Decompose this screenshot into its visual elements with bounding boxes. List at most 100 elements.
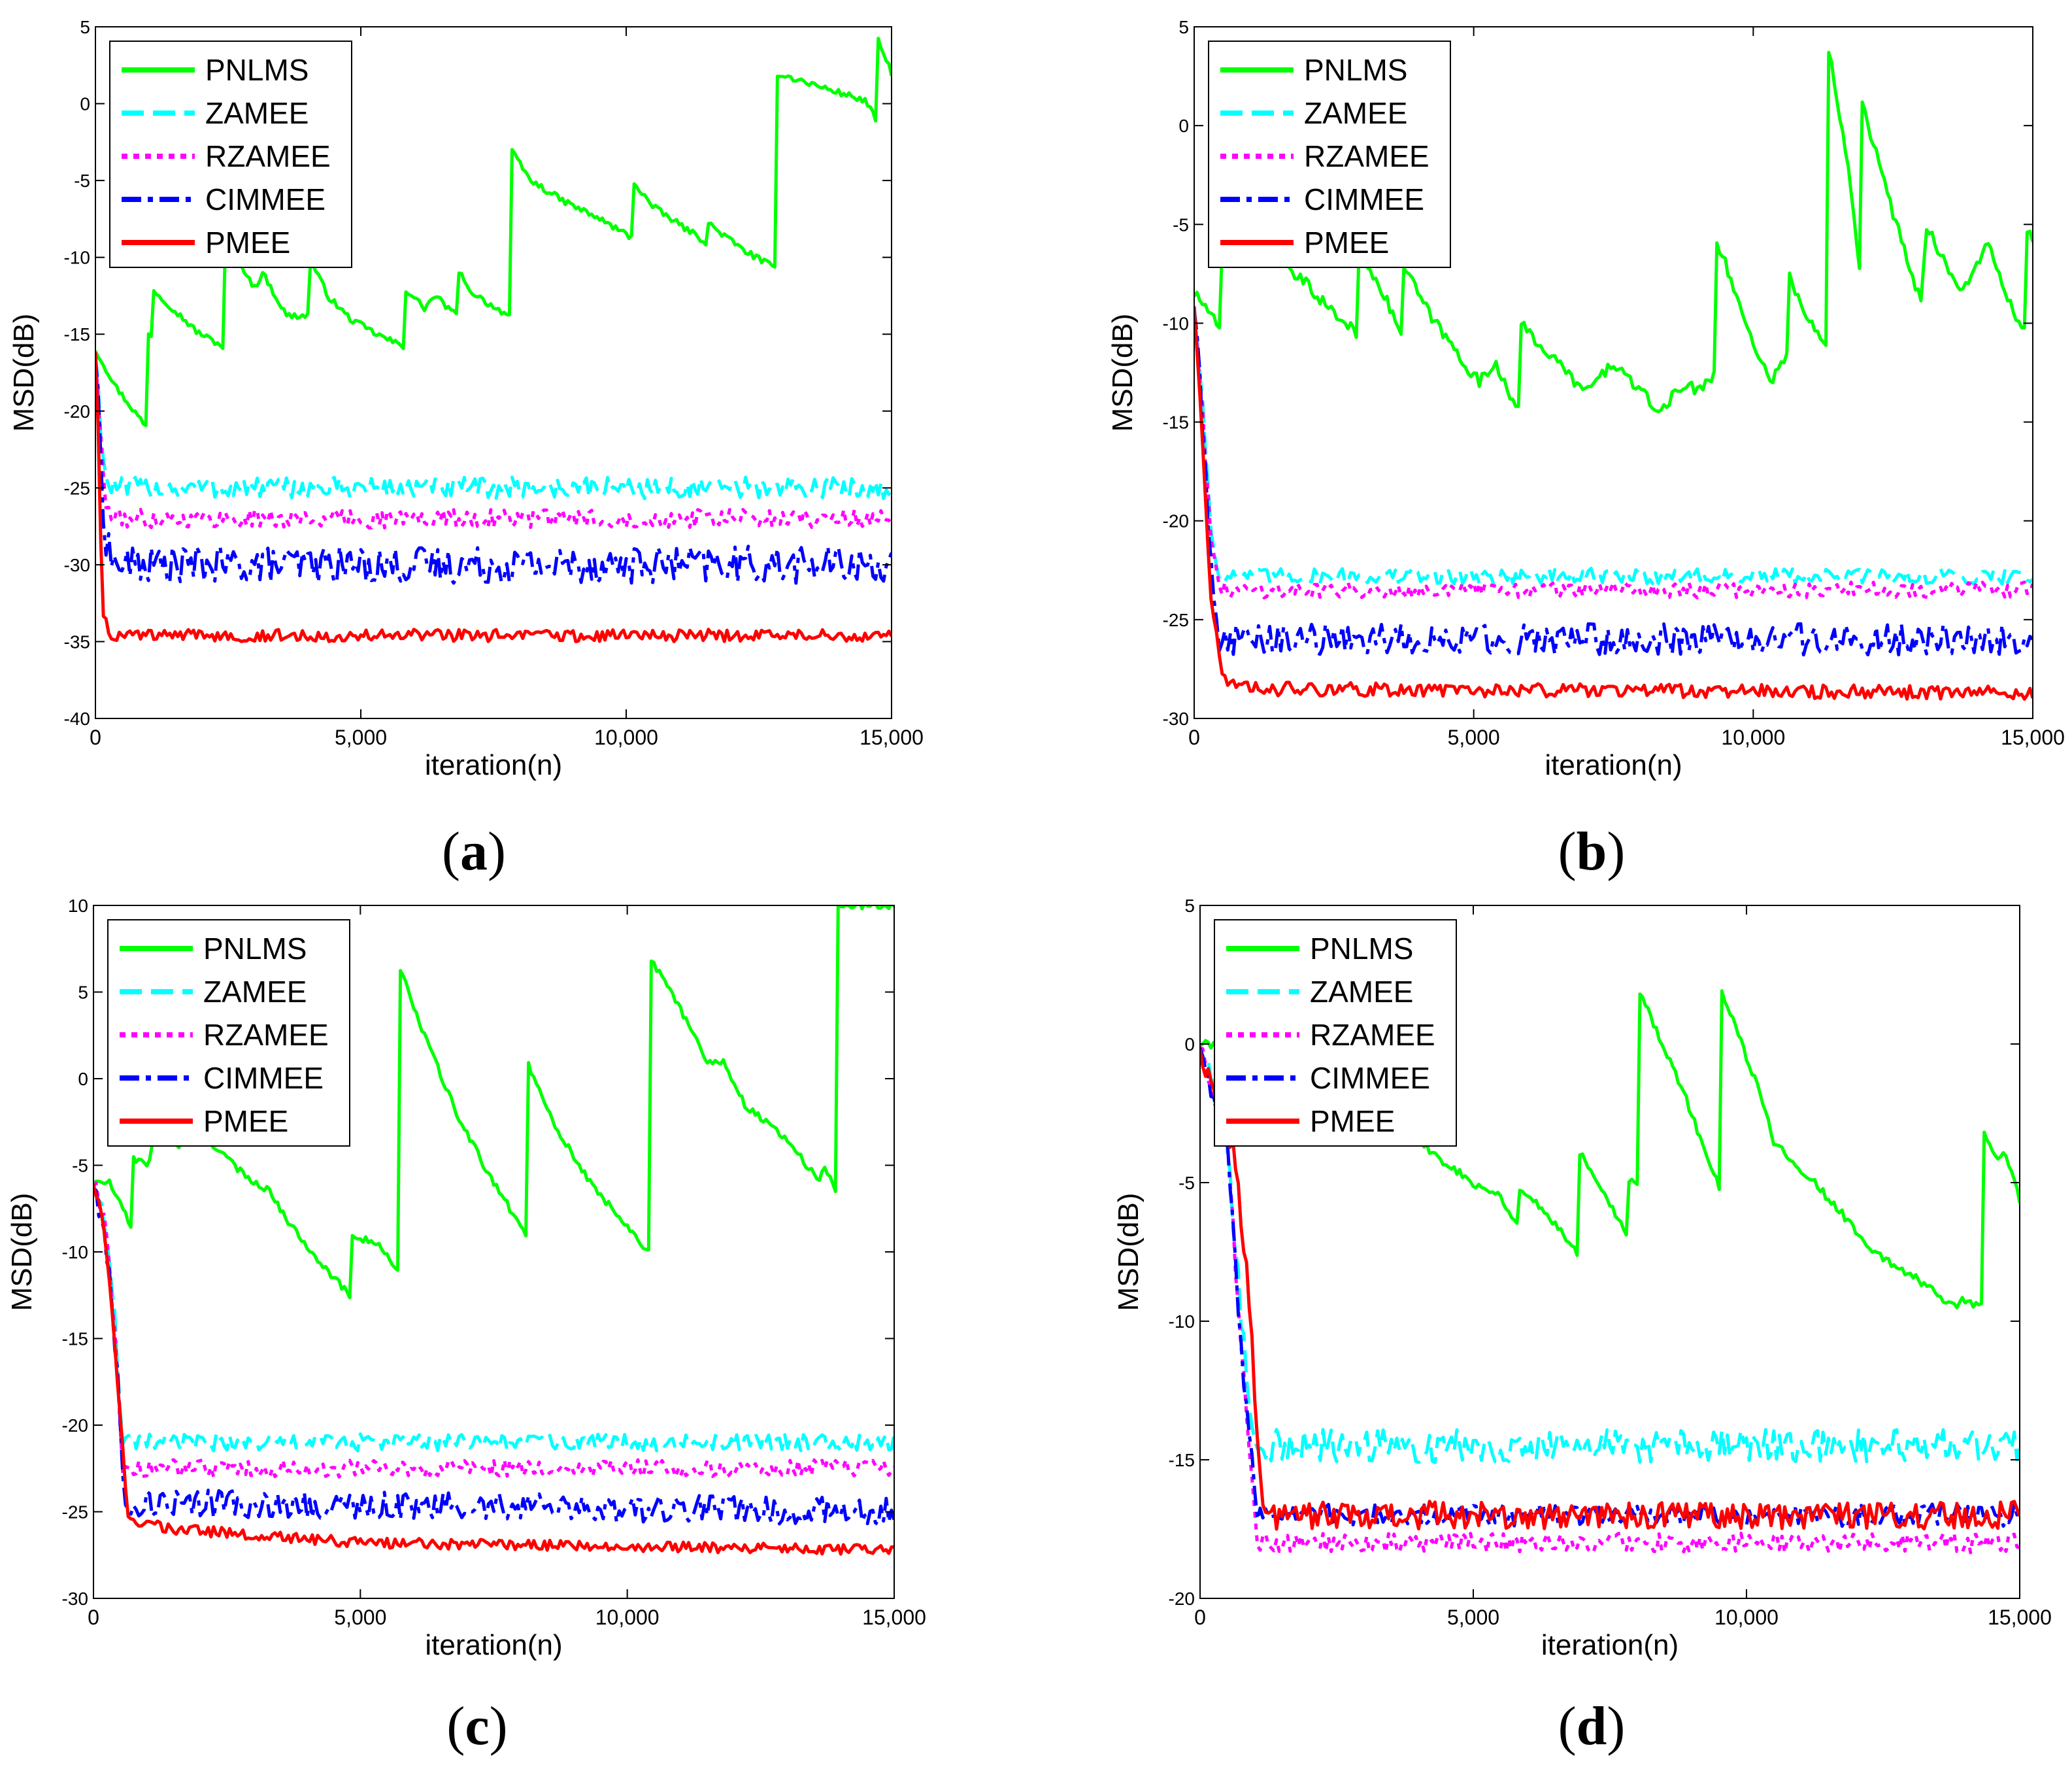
x-tick-label: 0 bbox=[1188, 726, 1200, 749]
legend-label-pnlms: PNLMS bbox=[205, 53, 309, 87]
y-tick-label: -20 bbox=[1169, 1589, 1195, 1609]
panel-caption-d: (d) bbox=[1558, 1696, 1626, 1757]
y-tick-label: -30 bbox=[1163, 709, 1189, 729]
y-tick-label: -15 bbox=[1169, 1450, 1195, 1470]
legend-label-pmee: PMEE bbox=[1310, 1104, 1395, 1138]
x-axis-label: iteration(n) bbox=[1541, 1629, 1679, 1661]
y-tick-label: -30 bbox=[64, 555, 90, 575]
y-axis-label: MSD(dB) bbox=[1107, 314, 1139, 432]
legend: PNLMS ZAMEE RZAMEE CIMMEE PMEE bbox=[107, 919, 350, 1147]
y-tick-label: 0 bbox=[1178, 116, 1189, 136]
chart-panel-b: -30 -25 -20 -15 -10 -5 0 5 0 5,000 10,000 15,000 ite… bbox=[1107, 17, 2065, 882]
x-tick-label: 0 bbox=[1194, 1606, 1206, 1629]
x-tick-label: 5,000 bbox=[1448, 726, 1500, 749]
chart-panel-d: -20 -15 -10 -5 0 5 0 5,000 10,000 15,000 iteration… bbox=[1112, 896, 2052, 1757]
series-line-rzamee bbox=[1200, 1046, 2020, 1555]
series-line-zamee bbox=[93, 1185, 894, 1453]
panel-caption-b: (b) bbox=[1558, 821, 1626, 882]
legend-label-zamee: ZAMEE bbox=[205, 96, 309, 130]
series-line-pmee bbox=[93, 1184, 894, 1556]
x-tick-label: 0 bbox=[90, 726, 101, 749]
legend-label-pmee: PMEE bbox=[1304, 226, 1389, 260]
y-tick-label: -40 bbox=[64, 709, 90, 729]
axes-frame bbox=[1199, 905, 2020, 1599]
series-line-cimmee bbox=[1200, 1047, 2020, 1528]
series-line-rzamee bbox=[95, 353, 892, 530]
legend-label-rzamee: RZAMEE bbox=[1304, 139, 1429, 173]
x-axis-label: iteration(n) bbox=[425, 1629, 562, 1661]
legend-label-rzamee: RZAMEE bbox=[203, 1018, 329, 1052]
y-tick-label: 5 bbox=[1178, 17, 1189, 37]
x-tick-label: 5,000 bbox=[334, 1606, 386, 1629]
legend-label-pnlms: PNLMS bbox=[1310, 932, 1413, 966]
series-group bbox=[1200, 989, 2020, 1555]
series-line-pmee bbox=[1200, 1049, 2020, 1531]
y-tick-label: -35 bbox=[64, 632, 90, 652]
y-tick-label: -15 bbox=[1163, 413, 1189, 433]
panels-layer: -40 -35 -30 -25 -20 -15 -10 -5 0 5 0 5,000 10,000 15,… bbox=[6, 17, 2065, 1757]
series-line-zamee bbox=[95, 354, 892, 501]
x-axis-label: iteration(n) bbox=[1545, 749, 1682, 781]
legend-label-cimmee: CIMMEE bbox=[203, 1061, 324, 1095]
y-tick-label: -15 bbox=[62, 1329, 88, 1349]
panel-caption-a: (a) bbox=[442, 821, 506, 882]
y-tick-label: -20 bbox=[62, 1415, 88, 1436]
legend-label-pnlms: PNLMS bbox=[1304, 53, 1407, 87]
series-line-cimmee bbox=[1194, 309, 2033, 657]
legend-label-zamee: ZAMEE bbox=[203, 975, 307, 1009]
series-line-pmee bbox=[95, 352, 892, 643]
x-tick-label: 10,000 bbox=[1721, 726, 1785, 749]
x-tick-label: 5,000 bbox=[335, 726, 387, 749]
legend-label-zamee: ZAMEE bbox=[1304, 96, 1407, 130]
legend-label-pmee: PMEE bbox=[203, 1104, 288, 1138]
legend: PNLMS ZAMEE RZAMEE CIMMEE PMEE bbox=[1214, 919, 1457, 1147]
chart-panel-a: -40 -35 -30 -25 -20 -15 -10 -5 0 5 0 5,000 10,000 15,… bbox=[8, 17, 924, 882]
y-tick-label: -30 bbox=[62, 1589, 88, 1609]
series-group bbox=[1194, 50, 2033, 701]
legend-label-rzamee: RZAMEE bbox=[1310, 1018, 1435, 1052]
series-line-pmee bbox=[1194, 306, 2033, 701]
y-tick-label: 5 bbox=[78, 983, 88, 1003]
y-axis-label: MSD(dB) bbox=[6, 1193, 38, 1311]
y-axis-label: MSD(dB) bbox=[1112, 1193, 1145, 1311]
series-line-zamee bbox=[1200, 1050, 2020, 1464]
chart-panel-c: -30 -25 -20 -15 -10 -5 0 5 10 0 5,000 10,000 15,000 i… bbox=[6, 896, 926, 1757]
y-tick-label: -10 bbox=[64, 248, 90, 268]
y-tick-label: -10 bbox=[1163, 313, 1189, 333]
legend: PNLMS ZAMEE RZAMEE CIMMEE PMEE bbox=[109, 41, 352, 268]
x-tick-label: 10,000 bbox=[595, 1606, 660, 1629]
panel-caption-c: (c) bbox=[446, 1696, 507, 1757]
y-tick-label: -5 bbox=[72, 1156, 88, 1176]
y-tick-label: 0 bbox=[78, 1069, 88, 1089]
y-tick-label: -15 bbox=[64, 324, 90, 345]
series-line-pnlms bbox=[1194, 50, 2033, 413]
y-tick-label: -5 bbox=[1173, 214, 1189, 235]
y-axis-label: MSD(dB) bbox=[8, 314, 40, 432]
legend-label-cimmee: CIMMEE bbox=[1304, 182, 1424, 216]
x-tick-label: 10,000 bbox=[594, 726, 658, 749]
x-tick-label: 15,000 bbox=[2001, 726, 2065, 749]
x-axis-label: iteration(n) bbox=[425, 749, 562, 781]
legend-label-cimmee: CIMMEE bbox=[1310, 1061, 1430, 1095]
x-tick-label: 15,000 bbox=[1988, 1606, 2052, 1629]
legend-label-rzamee: RZAMEE bbox=[205, 139, 331, 173]
y-tick-label: -20 bbox=[1163, 511, 1189, 531]
series-line-pnlms bbox=[93, 905, 894, 1300]
series-line-rzamee bbox=[93, 1181, 894, 1479]
y-tick-label: 5 bbox=[1184, 896, 1195, 916]
y-tick-label: 0 bbox=[1184, 1034, 1195, 1054]
series-line-cimmee bbox=[93, 1187, 894, 1526]
legend-label-zamee: ZAMEE bbox=[1310, 975, 1413, 1009]
y-tick-label: -25 bbox=[62, 1502, 88, 1523]
legend-label-cimmee: CIMMEE bbox=[205, 182, 326, 216]
y-tick-label: -25 bbox=[1163, 610, 1189, 630]
y-tick-label: -10 bbox=[62, 1242, 88, 1262]
y-tick-label: -10 bbox=[1169, 1311, 1195, 1332]
y-tick-label: 5 bbox=[80, 17, 90, 37]
x-tick-label: 10,000 bbox=[1714, 1606, 1779, 1629]
y-tick-label: 0 bbox=[80, 94, 90, 114]
axes-frame bbox=[95, 26, 892, 719]
x-tick-label: 0 bbox=[88, 1606, 99, 1629]
legend-label-pmee: PMEE bbox=[205, 226, 290, 260]
